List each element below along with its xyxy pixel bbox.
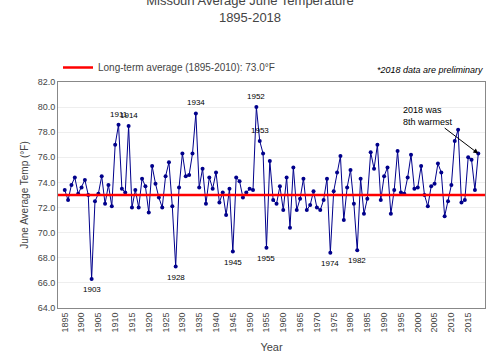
- svg-text:82.0: 82.0: [38, 77, 56, 87]
- svg-text:1995: 1995: [396, 313, 406, 333]
- svg-text:80.0: 80.0: [38, 102, 56, 112]
- svg-text:74.0: 74.0: [38, 178, 56, 188]
- svg-text:1910: 1910: [110, 313, 120, 333]
- svg-text:Year: Year: [260, 341, 283, 353]
- svg-text:70.0: 70.0: [38, 228, 56, 238]
- svg-text:68.0: 68.0: [38, 253, 56, 263]
- svg-text:2000: 2000: [413, 313, 423, 333]
- svg-text:Long-term average (1895-2010):: Long-term average (1895-2010): 73.0°F: [98, 62, 275, 73]
- svg-text:1990: 1990: [379, 313, 389, 333]
- svg-text:76.0: 76.0: [38, 152, 56, 162]
- svg-text:1974: 1974: [321, 259, 339, 268]
- svg-text:1905: 1905: [93, 313, 103, 333]
- svg-text:1950: 1950: [245, 313, 255, 333]
- svg-text:1945: 1945: [228, 313, 238, 333]
- svg-text:1982: 1982: [348, 256, 366, 265]
- svg-text:1965: 1965: [295, 313, 305, 333]
- svg-text:2018 was8th warmest: 2018 was8th warmest: [403, 105, 453, 127]
- svg-text:Missouri Average June Temperat: Missouri Average June Temperature1895-20…: [146, 0, 354, 25]
- svg-text:1911: 1911: [110, 110, 128, 119]
- svg-text:*2018 data are preliminary: *2018 data are preliminary: [377, 65, 483, 75]
- svg-text:2005: 2005: [429, 313, 439, 333]
- svg-text:1925: 1925: [161, 313, 171, 333]
- svg-text:1895: 1895: [60, 313, 70, 333]
- svg-text:66.0: 66.0: [38, 278, 56, 288]
- svg-text:2010: 2010: [446, 313, 456, 333]
- svg-text:1960: 1960: [278, 313, 288, 333]
- svg-text:1970: 1970: [312, 313, 322, 333]
- svg-text:1955: 1955: [257, 254, 275, 263]
- svg-text:1985: 1985: [362, 313, 372, 333]
- svg-text:1928: 1928: [167, 273, 185, 282]
- svg-text:1952: 1952: [247, 92, 265, 101]
- svg-text:72.0: 72.0: [38, 203, 56, 213]
- svg-text:1980: 1980: [345, 313, 355, 333]
- svg-text:1953: 1953: [251, 126, 269, 135]
- svg-text:1903: 1903: [83, 285, 101, 294]
- svg-text:1935: 1935: [194, 313, 204, 333]
- svg-text:1900: 1900: [76, 313, 86, 333]
- svg-text:2015: 2015: [463, 313, 473, 333]
- svg-text:1975: 1975: [329, 313, 339, 333]
- svg-text:1915: 1915: [127, 313, 137, 333]
- svg-text:1934: 1934: [187, 98, 205, 107]
- svg-text:1945: 1945: [224, 258, 242, 267]
- svg-text:June Average Temp (°F): June Average Temp (°F): [19, 141, 30, 249]
- svg-text:1930: 1930: [177, 313, 187, 333]
- svg-text:1955: 1955: [261, 313, 271, 333]
- svg-text:1914: 1914: [120, 111, 138, 120]
- svg-text:1940: 1940: [211, 313, 221, 333]
- svg-text:78.0: 78.0: [38, 127, 56, 137]
- svg-text:1920: 1920: [144, 313, 154, 333]
- svg-text:64.0: 64.0: [38, 303, 56, 313]
